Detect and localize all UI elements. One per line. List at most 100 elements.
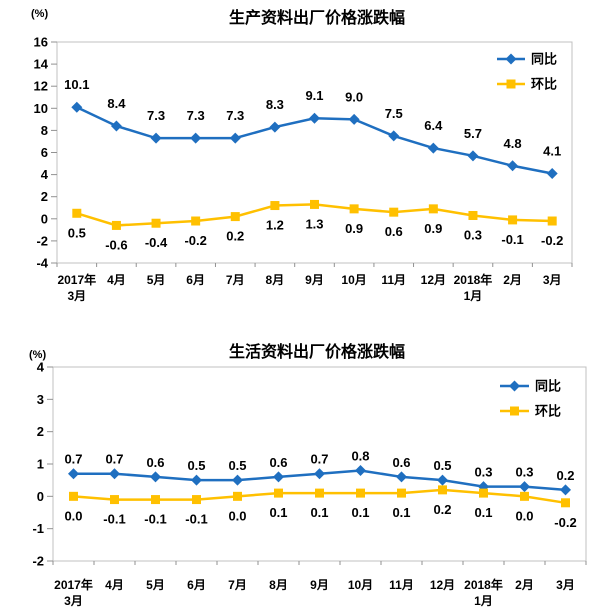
x-tick-label: 9月 <box>305 273 324 287</box>
mom-data-label: -0.4 <box>145 235 168 250</box>
mom-marker <box>310 199 319 209</box>
x-tick-label: 6月 <box>186 273 205 287</box>
yoy-marker <box>232 474 243 486</box>
y-tick-label: 4 <box>37 360 45 375</box>
mom-data-label: -0.2 <box>184 233 206 248</box>
yoy-marker <box>396 471 407 483</box>
x-tick-label: 9月 <box>310 578 329 592</box>
y-tick-label: 6 <box>41 145 48 160</box>
yoy-data-label: 8.3 <box>266 97 284 112</box>
mom-marker <box>508 215 518 225</box>
mom-marker <box>349 204 359 214</box>
mom-marker <box>111 220 121 230</box>
mom-marker <box>110 495 119 505</box>
yoy-marker <box>348 113 360 125</box>
yoy-marker <box>110 120 122 132</box>
y-tick-label: 2 <box>37 424 44 439</box>
mom-data-label: 0.0 <box>515 508 533 523</box>
chart-title: 生活资料出厂价格涨跌幅 <box>228 344 405 361</box>
yoy-data-label: 0.7 <box>310 452 328 467</box>
x-tick-label: 1月 <box>474 594 493 608</box>
x-axis: 2017年 3月 4月 5月 6月 7月 8月 9月 10月 11月 12月 2018年 1月 2月 3月 <box>52 561 587 608</box>
mom-data-label: 1.3 <box>305 216 323 231</box>
mom-marker <box>428 204 438 214</box>
yoy-marker <box>519 481 530 493</box>
mom-legend-marker <box>510 406 519 416</box>
yoy-data-label: 0.5 <box>433 458 451 473</box>
y-tick-label: 0 <box>41 211 48 226</box>
yoy-marker <box>68 468 79 480</box>
yoy-data-label: 6.4 <box>424 118 443 133</box>
yoy-marker <box>560 484 571 496</box>
yoy-marker <box>355 464 366 476</box>
y-tick-label: 10 <box>34 101 48 116</box>
x-tick-label: 11月 <box>381 273 406 287</box>
mom-data-labels: 0.0 -0.1 -0.1 -0.1 0.0 0.1 0.1 0.1 0.1 0.2 0.1 0.0 -… <box>64 502 576 530</box>
mom-data-label: 0.5 <box>68 225 86 240</box>
x-tick-label: 3月 <box>556 578 575 592</box>
yoy-marker <box>314 468 325 480</box>
x-tick-label: 3月 <box>64 594 83 608</box>
x-tick-label: 4月 <box>105 578 124 592</box>
x-tick-label: 2017年 <box>57 272 96 287</box>
yoy-marker <box>269 121 281 133</box>
y-tick-label: 14 <box>34 57 49 72</box>
yoy-data-label: 7.5 <box>385 106 403 121</box>
yoy-series <box>71 101 558 179</box>
y-tick-label: 16 <box>34 35 48 50</box>
mom-data-label: 0.9 <box>345 221 363 236</box>
mom-data-label: 0.0 <box>64 508 82 523</box>
yoy-marker <box>309 112 320 124</box>
yoy-marker <box>273 471 284 483</box>
mom-marker <box>547 216 557 226</box>
yoy-data-label: 0.5 <box>187 458 205 473</box>
yoy-data-label: 7.3 <box>187 108 205 123</box>
unit-label: (%) <box>31 8 49 20</box>
yoy-data-label: 0.5 <box>228 458 246 473</box>
mom-data-label: 0.6 <box>385 224 403 239</box>
mom-marker <box>69 491 78 501</box>
x-tick-label: 8月 <box>266 273 285 287</box>
yoy-legend-marker <box>505 53 517 65</box>
mom-marker <box>270 201 280 211</box>
chart-title: 生产资料出厂价格涨跌幅 <box>228 10 405 27</box>
mom-data-label: 1.2 <box>266 218 284 233</box>
mom-marker <box>151 495 160 505</box>
x-tick-label: 12月 <box>421 273 446 287</box>
x-tick-label: 3月 <box>543 273 562 287</box>
mom-marker <box>230 212 240 222</box>
yoy-data-label: 4.1 <box>543 143 561 158</box>
yoy-data-label: 7.3 <box>226 108 244 123</box>
producer-goods-plot: 16 14 12 10 8 6 4 2 0 -2 -4 2017年 3月 4月 5月 6月 7月 8月 9月 10月 1… <box>34 35 573 303</box>
x-tick-label: 2018年 <box>464 577 503 592</box>
x-tick-label: 6月 <box>187 578 206 592</box>
yoy-data-label: 0.6 <box>269 455 287 470</box>
mom-marker <box>191 216 201 226</box>
x-tick-label: 5月 <box>147 273 166 287</box>
x-axis: 2017年 3月 4月 5月 6月 7月 8月 9月 10月 11月 12月 2018年 1月 2月 3月 <box>56 263 573 303</box>
mom-marker <box>438 485 447 495</box>
yoy-data-label: 9.0 <box>345 89 363 104</box>
mom-series <box>69 485 570 508</box>
mom-marker <box>72 208 82 218</box>
yoy-data-label: 0.6 <box>392 455 410 470</box>
mom-data-label: 0.1 <box>474 505 492 520</box>
y-tick-label: 8 <box>41 123 48 138</box>
mom-marker <box>356 488 365 498</box>
yoy-data-label: 0.2 <box>556 468 574 483</box>
mom-series <box>72 199 557 230</box>
yoy-data-label: 0.3 <box>515 465 533 480</box>
yoy-marker <box>229 132 241 144</box>
yoy-data-label: 0.8 <box>351 448 369 463</box>
yoy-data-labels: 0.7 0.7 0.6 0.5 0.5 0.6 0.7 0.8 0.6 0.5 0.3 0.3 0.2 <box>64 448 574 482</box>
mom-marker <box>274 488 283 498</box>
yoy-data-label: 9.1 <box>305 88 323 103</box>
mom-data-label: 0.3 <box>464 227 482 242</box>
producer-goods-price-chart: (%) 生产资料出厂价格涨跌幅 16 14 12 10 8 6 4 2 0 -2 -4 2017年 3月… <box>31 8 573 303</box>
yoy-data-label: 10.1 <box>64 77 89 92</box>
x-tick-label: 7月 <box>226 273 245 287</box>
